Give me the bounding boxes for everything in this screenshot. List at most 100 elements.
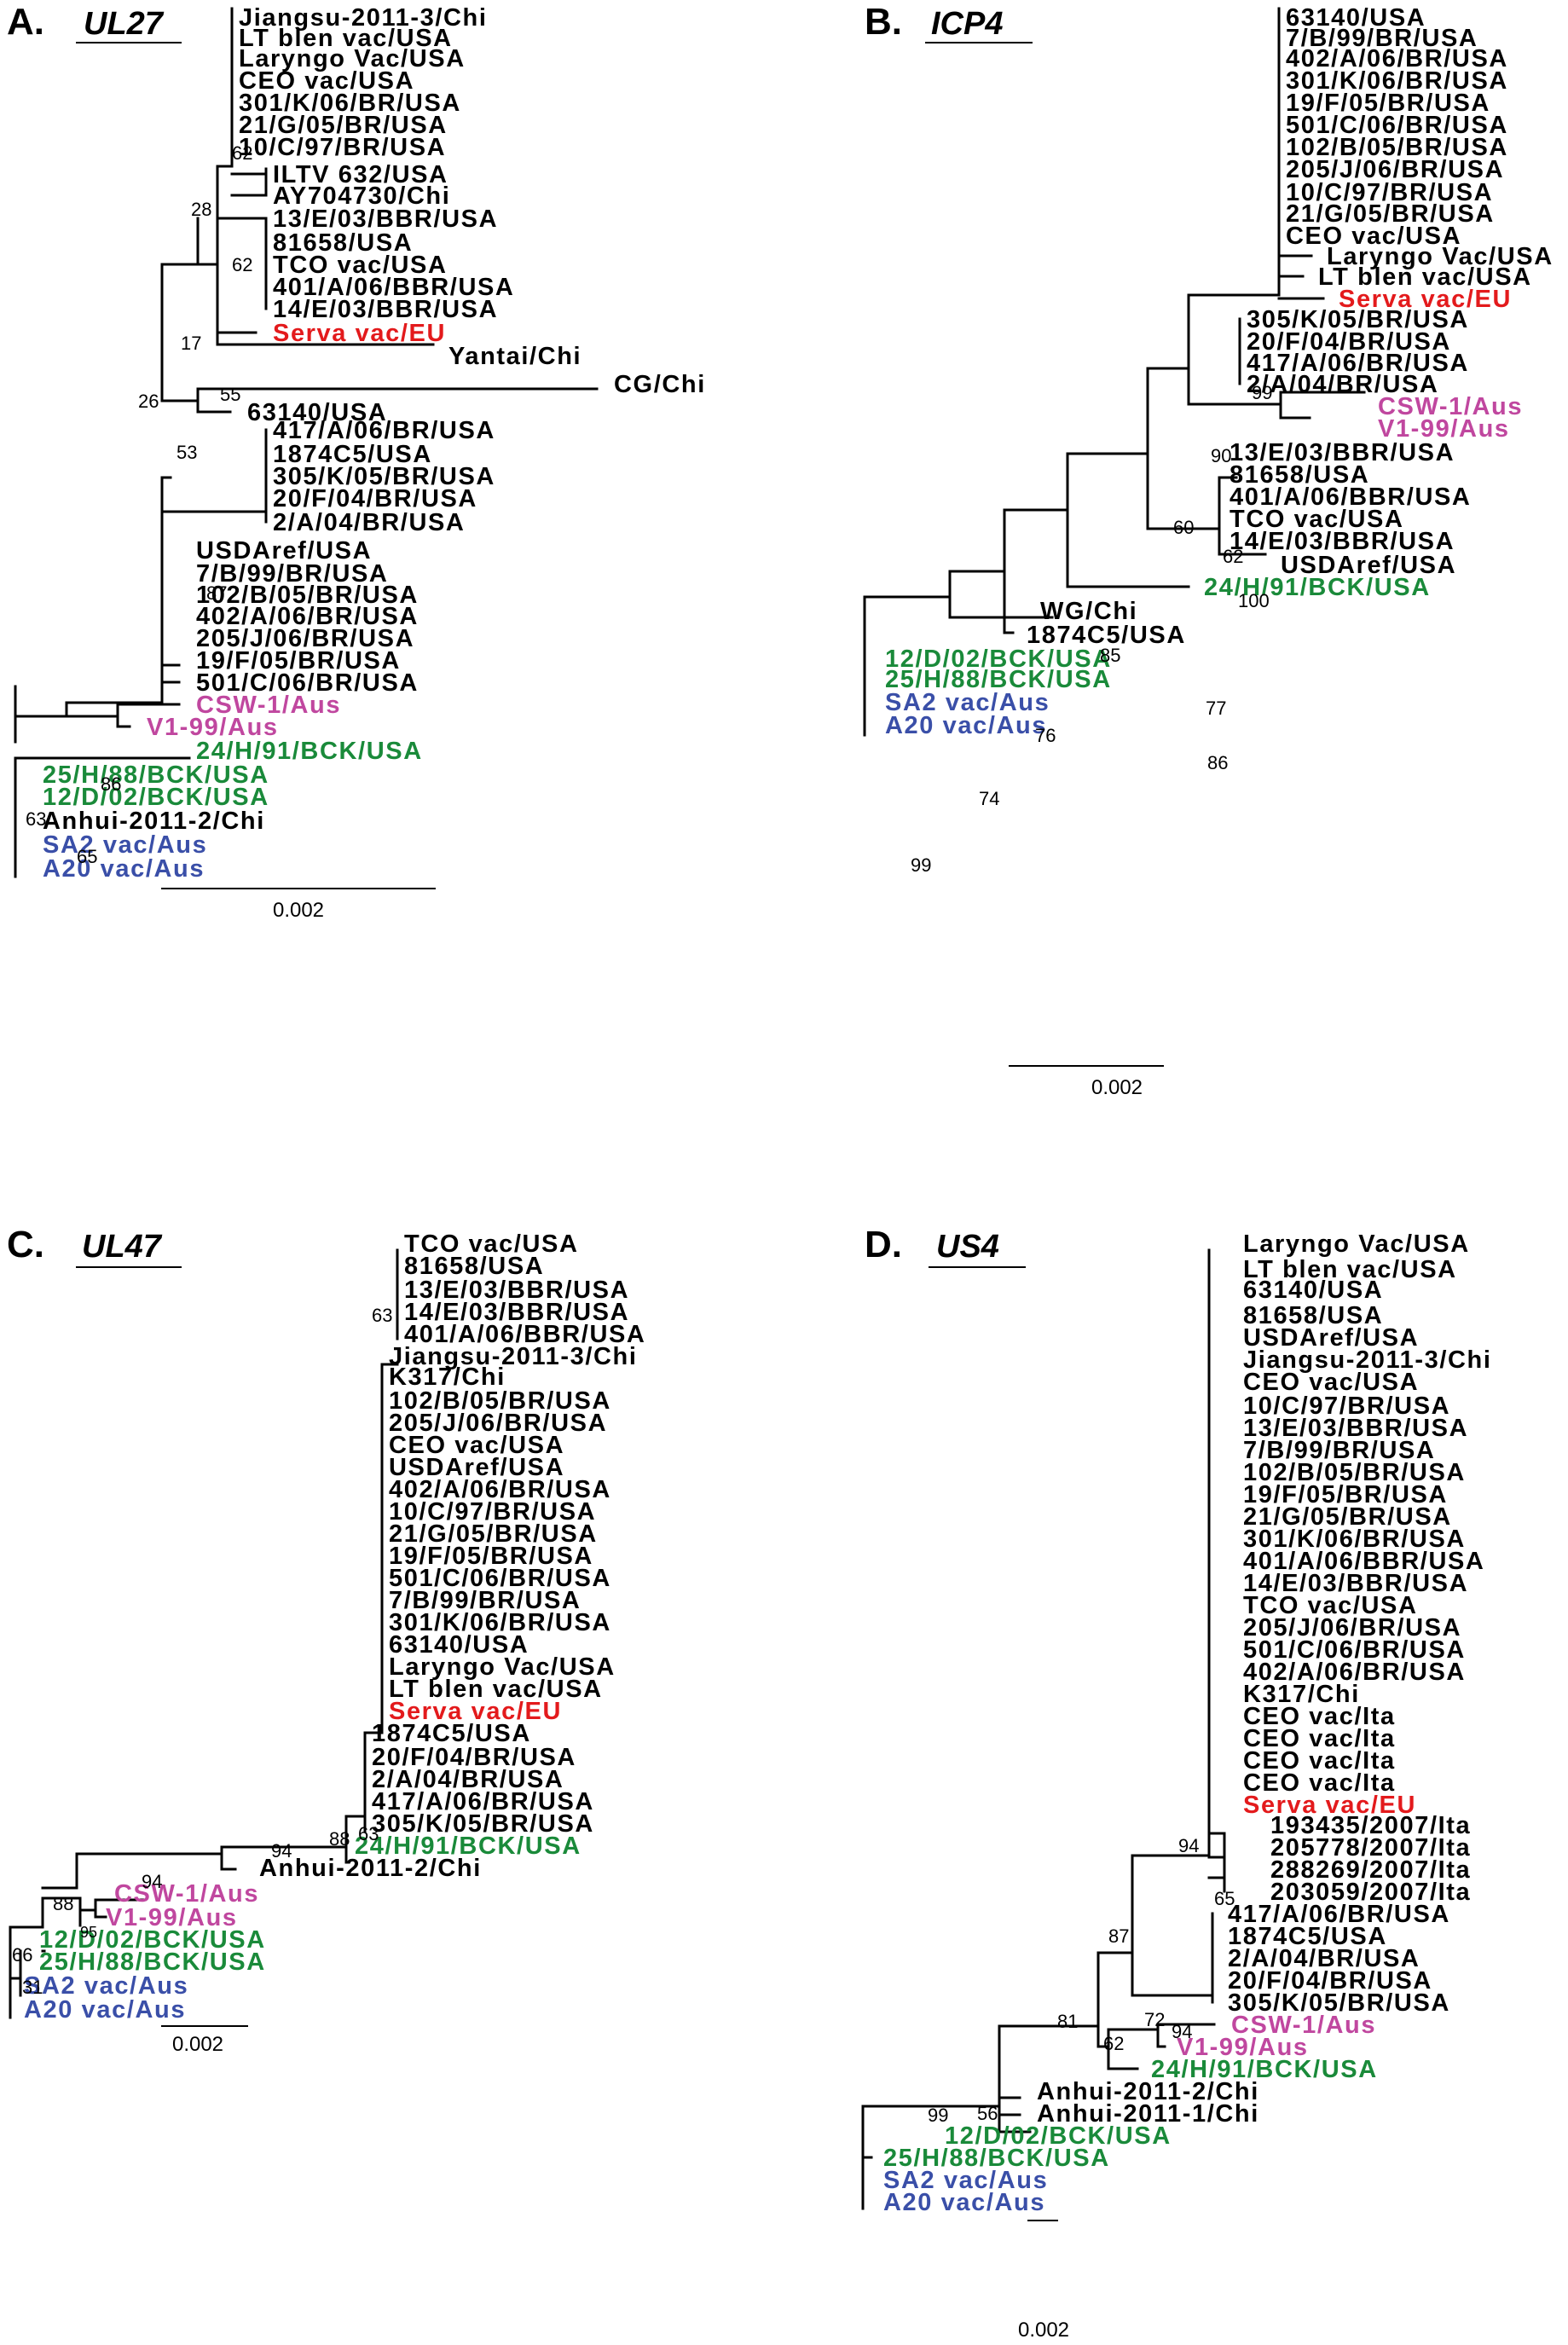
panel-a-leaf-label: AY704730/Chi: [273, 182, 450, 210]
panel-a-leaf-label: 2/A/04/BR/USA: [273, 509, 465, 536]
panel-a-leaf-label: V1-99/Aus: [147, 714, 279, 741]
panel-a-bootstrap-value: 55: [220, 384, 240, 405]
panel-d-leaf-label: 288269/2007/Ita: [1270, 1856, 1471, 1884]
panel-c-leaf-label: 14/E/03/BBR/USA: [404, 1299, 629, 1326]
panel-c-leaf-label: K317/Chi: [389, 1364, 506, 1391]
panel-a-leaf-label: CSW-1/Aus: [196, 692, 341, 719]
panel-d-leaf-label: 14/E/03/BBR/USA: [1243, 1570, 1468, 1597]
panel-a-leaf-label: 81658/USA: [273, 229, 413, 257]
panel-b-leaf-label: 2/A/04/BR/USA: [1247, 371, 1438, 398]
panel-b-leaf-label: SA2 vac/Aus: [885, 689, 1050, 716]
panel-b-leaf-label: 7/B/99/BR/USA: [1286, 25, 1478, 52]
panel-b-leaf-label: 14/E/03/BBR/USA: [1230, 528, 1455, 555]
panel-c-leaf-label: CEO vac/USA: [389, 1432, 564, 1459]
panel-b-bootstrap-value: 99: [1252, 382, 1272, 403]
panel-b-scale-label: 0.002: [1091, 1076, 1143, 1099]
panel-c-leaf-label: 417/A/06/BR/USA: [372, 1788, 594, 1815]
panel-d-leaf-label: 21/G/05/BR/USA: [1243, 1503, 1452, 1531]
panel-c-leaf-label: USDAref/USA: [389, 1454, 564, 1481]
panel-c-leaf-label: 2/A/04/BR/USA: [372, 1766, 564, 1793]
panel-c-scale-label: 0.002: [172, 2033, 223, 2056]
panel-d-leaf-label: 401/A/06/BBR/USA: [1243, 1548, 1484, 1575]
panel-b-leaf-label: CEO vac/USA: [1286, 223, 1461, 250]
panel-a-leaf-label: 1874C5/USA: [273, 441, 432, 468]
panel-a-gene-title: UL27: [84, 6, 165, 42]
panel-d-leaf-label: 205778/2007/Ita: [1270, 1834, 1471, 1862]
panel-a-leaf-label: 305/K/05/BR/USA: [273, 463, 495, 490]
panel-d-leaf-label: K317/Chi: [1243, 1681, 1360, 1708]
panel-d-leaf-label: 81658/USA: [1243, 1302, 1383, 1329]
panel-a-leaf-label: 301/K/06/BR/USA: [239, 90, 461, 117]
panel-d-leaf-label: CEO vac/Ita: [1243, 1725, 1396, 1752]
panel-b-leaf-label: Laryngo Vac/USA: [1327, 243, 1554, 270]
panel-b-bootstrap-value: 60: [1173, 517, 1194, 538]
panel-c-leaf-label: 1874C5/USA: [372, 1720, 531, 1747]
panel-d-leaf-label: 12/D/02/BCK/USA: [945, 2122, 1172, 2150]
panel-b-bootstrap-value: 76: [1035, 725, 1056, 746]
panel-d-gene-title: US4: [936, 1229, 999, 1265]
panel-d-scale-label: 0.002: [1018, 2319, 1069, 2342]
panel-d-bootstrap-value: 99: [928, 2105, 948, 2126]
panel-c-leaf-label: 13/E/03/BBR/USA: [404, 1277, 629, 1304]
panel-d-leaf-label: 10/C/97/BR/USA: [1243, 1393, 1450, 1420]
panel-a-leaf-label: 20/F/04/BR/USA: [273, 485, 477, 512]
panel-d-bootstrap-value: 62: [1103, 2033, 1124, 2054]
panel-d-leaf-label: Serva vac/EU: [1243, 1792, 1416, 1819]
panel-b-leaf-label: 205/J/06/BR/USA: [1286, 156, 1504, 183]
panel-c-leaf-label: Jiangsu-2011-3/Chi: [389, 1343, 638, 1370]
panel-b-leaf-label: TCO vac/USA: [1230, 506, 1404, 533]
panel-a-leaf-label: 25/H/88/BCK/USA: [43, 761, 269, 789]
panel-c-leaf-label: TCO vac/USA: [404, 1230, 579, 1258]
panel-c-leaf-label: 7/B/99/BR/USA: [389, 1587, 581, 1614]
panel-c-leaf-label: CSW-1/Aus: [114, 1880, 259, 1908]
panel-d-leaf-label: 203059/2007/Ita: [1270, 1879, 1471, 1906]
panel-b-bootstrap-value: 90: [1211, 445, 1231, 466]
panel-b-leaf-label: 402/A/06/BR/USA: [1286, 45, 1508, 72]
panel-a-leaf-label: 24/H/91/BCK/USA: [196, 738, 423, 765]
panel-a-leaf-label: USDAref/USA: [196, 537, 372, 565]
panel-b-bootstrap-value: 100: [1238, 590, 1270, 611]
panel-d-leaf-label: 25/H/88/BCK/USA: [883, 2145, 1110, 2172]
panel-d-leaf-label: V1-99/Aus: [1177, 2034, 1309, 2061]
panel-a-leaf-label: 12/D/02/BCK/USA: [43, 784, 269, 811]
panel-c-leaf-label: Laryngo Vac/USA: [389, 1653, 616, 1681]
panel-c-leaf-label: A20 vac/Aus: [24, 1996, 186, 2024]
panel-d-leaf-label: CSW-1/Aus: [1231, 2012, 1376, 2039]
panel-b-leaf-label: 301/K/06/BR/USA: [1286, 67, 1508, 95]
panel-a-leaf-label: 417/A/06/BR/USA: [273, 417, 495, 444]
panel-d-leaf-label: CEO vac/USA: [1243, 1369, 1419, 1396]
panel-c-leaf-label: 305/K/05/BR/USA: [372, 1810, 594, 1838]
panel-c-letter: C.: [7, 1224, 44, 1265]
panel-a-leaf-label: Serva vac/EU: [273, 320, 446, 347]
panel-a-leaf-label: Laryngo Vac/USA: [239, 45, 466, 72]
panel-a-leaf-label: 501/C/06/BR/USA: [196, 669, 419, 697]
panel-a-leaf-label: ILTV 632/USA: [273, 161, 448, 188]
panel-c-leaf-label: 401/A/06/BBR/USA: [404, 1321, 645, 1348]
panel-b-leaf-label: WG/Chi: [1040, 598, 1137, 625]
panel-c-leaf-label: Serva vac/EU: [389, 1698, 562, 1725]
panel-d-bootstrap-value: 72: [1144, 2009, 1165, 2030]
panel-d-letter: D.: [865, 1224, 902, 1265]
panel-c-bootstrap-value: 63: [358, 1823, 379, 1844]
panel-b-leaf-label: 20/F/04/BR/USA: [1247, 328, 1451, 356]
panel-d-leaf-label: Laryngo Vac/USA: [1243, 1230, 1470, 1258]
panel-c-bootstrap-value: 94: [271, 1840, 292, 1862]
panel-b-leaf-label: 24/H/91/BCK/USA: [1204, 574, 1431, 601]
panel-c-bootstrap-value: 94: [142, 1871, 162, 1892]
panel-b-leaf-label: 501/C/06/BR/USA: [1286, 112, 1508, 139]
panel-a-leaf-label: 63140/USA: [247, 399, 387, 426]
panel-a-bootstrap-value: 53: [176, 442, 197, 463]
panel-a-leaf-label: LT blen vac/USA: [239, 25, 453, 52]
panel-c-bootstrap-value: 88: [329, 1828, 350, 1850]
panel-b-leaf-label: USDAref/USA: [1281, 552, 1456, 579]
panel-b-bootstrap-value: 85: [1100, 645, 1120, 666]
panel-a-leaf-label: Anhui-2011-2/Chi: [43, 808, 265, 835]
panel-b-gene-title: ICP4: [931, 6, 1003, 42]
panel-c-leaf-label: 402/A/06/BR/USA: [389, 1476, 611, 1503]
panel-b-leaf-label: 102/B/05/BR/USA: [1286, 134, 1508, 161]
panel-a-bootstrap-value: 86: [101, 773, 121, 795]
panel-c-leaf-label: 205/J/06/BR/USA: [389, 1410, 607, 1437]
panel-c-leaf-label: 501/C/06/BR/USA: [389, 1565, 611, 1592]
panel-a-leaf-label: CEO vac/USA: [239, 67, 414, 95]
panel-d-leaf-label: SA2 vac/Aus: [883, 2167, 1048, 2194]
